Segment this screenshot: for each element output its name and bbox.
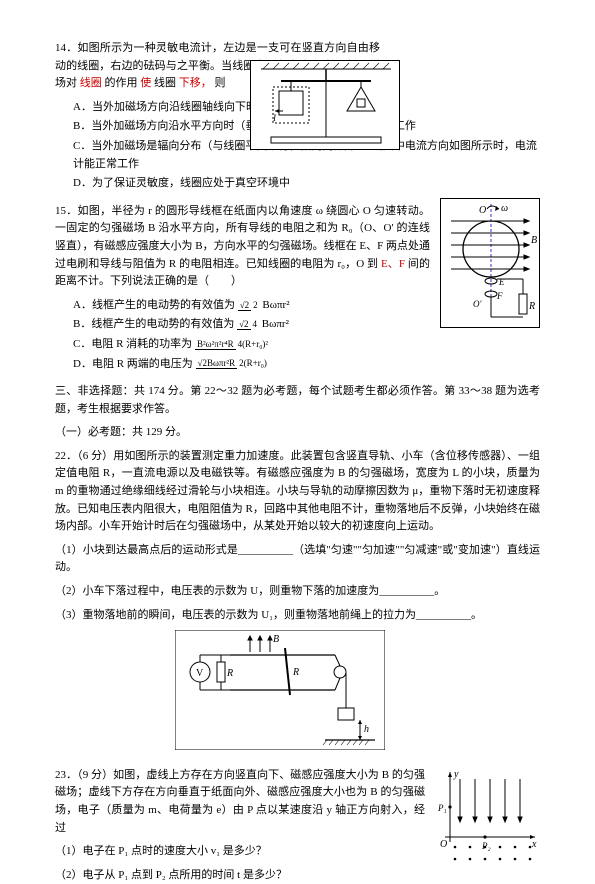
figure-coords-field: x y O P₁ P₂ — [430, 767, 540, 867]
text: 线圈 — [154, 77, 176, 89]
choice-d: D．电阻 R 两端的电压为 √2Bωπr²R2(R+r₀) — [55, 356, 540, 374]
subsection: （一）必考题：共 129 分。 — [55, 424, 540, 442]
question-15: 15．如图，半径为 r 的圆形导线框在纸面内以角速度 ω 绕圆心 O 匀速转动。… — [55, 203, 540, 373]
num: B²ω²π²r⁴R — [195, 339, 236, 350]
text: 23．（9 分）如图，虚线上方存在方向竖直向下、磁感应强度大小为 B 的匀强磁场… — [55, 769, 425, 834]
text: r₀，O 到 — [337, 258, 378, 270]
den: 4(R+r₀)² — [236, 339, 270, 349]
text-red: 下移， — [179, 77, 212, 89]
svg-text:R: R — [528, 301, 535, 312]
svg-text:ω: ω — [501, 203, 508, 214]
svg-text:x: x — [531, 839, 537, 850]
svg-text:h: h — [364, 724, 369, 735]
num: √2 — [238, 300, 251, 311]
svg-text:y: y — [453, 769, 459, 780]
choice-c: C．电阻 R 消耗的功率为 B²ω²π²r⁴R4(R+r₀)² — [55, 336, 540, 354]
text: Bωπr² — [262, 299, 289, 311]
svg-text:F: F — [496, 291, 503, 301]
num: √2Bωπr²R — [196, 358, 238, 369]
text-red: 使 — [140, 77, 151, 89]
fraction: B²ω²π²r⁴R4(R+r₀)² — [195, 340, 270, 349]
text: A．线框产生的电动势的有效值为 — [73, 299, 235, 311]
svg-text:R: R — [226, 668, 233, 679]
text: 的作用 — [105, 77, 138, 89]
question-22: 22．（6 分）用如图所示的装置测定重力加速度。此装置包含竖直导轨、小车（含位移… — [55, 448, 540, 757]
text: Bωπr² — [262, 318, 289, 330]
q22-stem: 22．（6 分）用如图所示的装置测定重力加速度。此装置包含竖直导轨、小车（含位移… — [55, 448, 540, 536]
svg-text:P₂: P₂ — [481, 841, 491, 851]
q22-1: （1）小块到达最高点后的运动形式是__________（选填"匀速""匀加速""… — [55, 542, 540, 577]
text: B．线框产生的电动势的有效值为 — [73, 318, 234, 330]
svg-text:P₁: P₁ — [437, 803, 447, 813]
section-header: 三、非选择题：共 174 分。第 22～32 题为必考题，每个试题考生都必须作答… — [55, 383, 540, 418]
fraction: √22 — [238, 301, 260, 310]
svg-text:B: B — [531, 235, 537, 246]
svg-text:O: O — [479, 205, 486, 216]
den: 4 — [251, 319, 260, 329]
figure-rail-circuit: B R V R h — [175, 630, 385, 757]
text-red: E、F — [381, 258, 405, 270]
den: 2 — [251, 300, 260, 310]
svg-text:O: O — [440, 839, 447, 850]
text: D．电阻 R 两端的电压为 — [73, 358, 193, 370]
figure-balance: I — [250, 60, 400, 150]
svg-text:O': O' — [473, 299, 482, 309]
fraction: √24 — [237, 320, 259, 329]
text-red: 线圈 — [80, 77, 102, 89]
q22-3: （3）重物落地前的瞬间，电压表的示数为 U₁，则重物落地前绳上的拉力为_____… — [55, 607, 540, 625]
question-14: 14．如图所示为一种灵敏电流计，左边是一支可在竖直方向自由移动的线圈，右边的砝码… — [55, 40, 540, 193]
question-23: 23．（9 分）如图，虚线上方存在方向竖直向下、磁感应强度大小为 B 的匀强磁场… — [55, 767, 540, 884]
figure-rotating-loop: O ω B E F O' — [440, 198, 540, 328]
fraction: √2Bωπr²R2(R+r₀) — [196, 359, 269, 368]
q23-2: （2）电子从 P₁ 点到 P₂ 点所用的时间 t 是多少？ — [55, 867, 540, 884]
num: √2 — [237, 319, 250, 330]
den: 2(R+r₀) — [237, 358, 269, 368]
text: C．电阻 R 消耗的功率为 — [73, 338, 192, 350]
svg-text:R: R — [292, 667, 299, 678]
svg-text:V: V — [196, 668, 204, 679]
i-label: I — [272, 113, 277, 123]
text: 则 — [215, 77, 226, 89]
svg-text:B: B — [273, 634, 279, 645]
choice-d: D．为了保证灵敏度，线圈应处于真空环境中 — [55, 175, 540, 193]
q22-2: （2）小车下落过程中，电压表的示数为 U，则重物下落的加速度为_________… — [55, 583, 540, 601]
